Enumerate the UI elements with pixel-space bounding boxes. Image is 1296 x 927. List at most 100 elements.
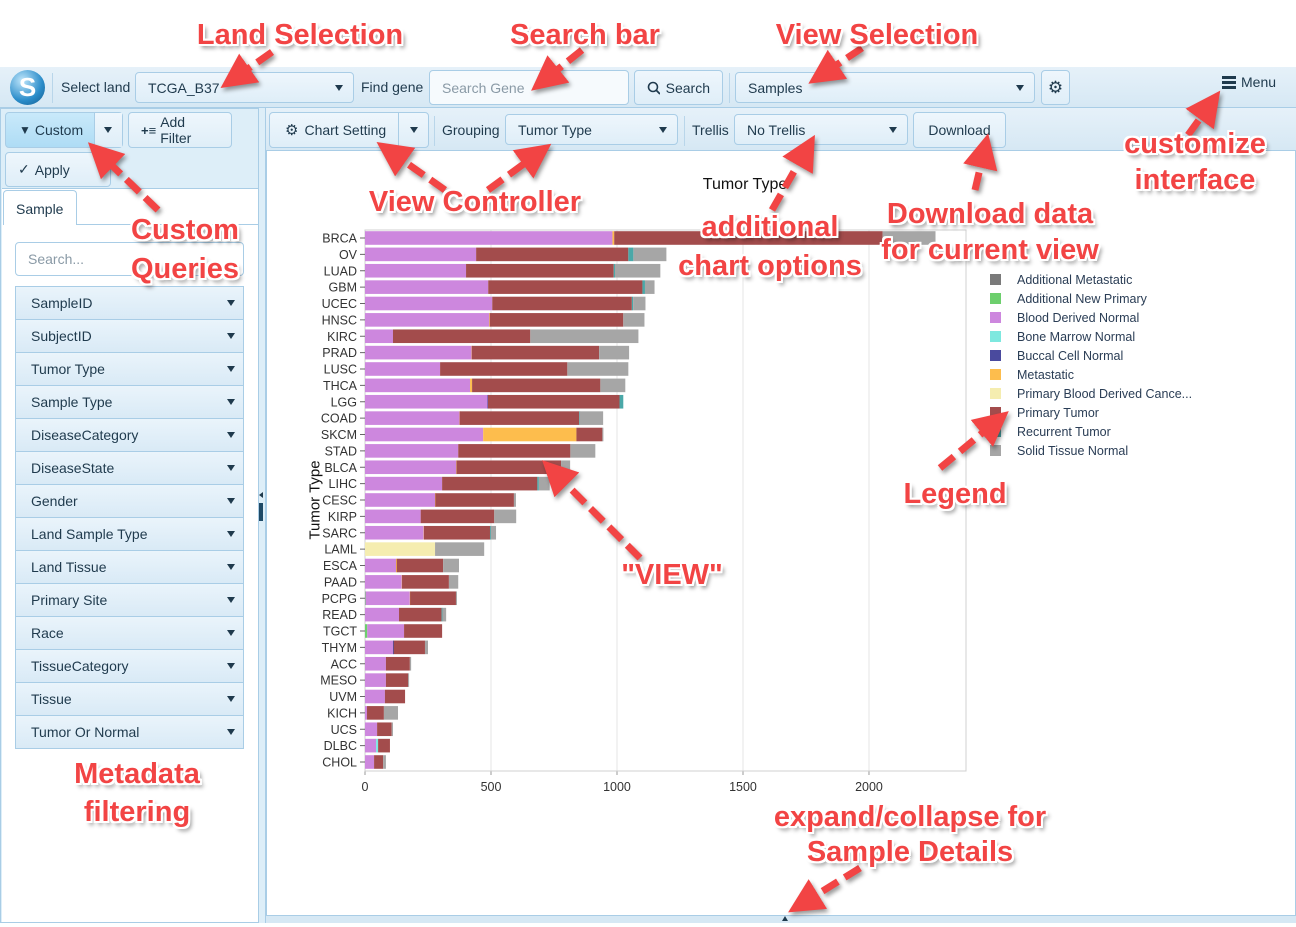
bar-segment[interactable] (402, 575, 449, 589)
filter-item[interactable]: DiseaseCategory (15, 418, 244, 452)
bar-segment[interactable] (435, 493, 514, 507)
bar-segment[interactable] (408, 673, 410, 687)
bar-segment[interactable] (365, 738, 377, 753)
bar-segment[interactable] (644, 280, 655, 294)
bar-segment[interactable] (458, 444, 571, 458)
bar-segment[interactable] (365, 476, 443, 491)
bar-segment[interactable] (365, 624, 368, 638)
bar-segment[interactable] (423, 525, 490, 540)
gene-search-input[interactable]: Search Gene (429, 70, 629, 105)
bar-segment[interactable] (365, 345, 472, 360)
view-settings-button[interactable]: ⚙ (1041, 70, 1070, 105)
bar-segment[interactable] (409, 656, 412, 671)
bar-segment[interactable] (365, 689, 385, 704)
bar-segment[interactable] (489, 313, 624, 327)
bar-segment[interactable] (476, 247, 629, 262)
bar-segment[interactable] (487, 394, 489, 409)
custom-dropdown-toggle[interactable] (95, 113, 122, 147)
bar-segment[interactable] (365, 263, 467, 278)
custom-query-button[interactable]: ▼ Custom (5, 112, 123, 148)
chart-setting-dropdown[interactable] (399, 113, 428, 147)
bar-segment[interactable] (365, 362, 441, 376)
bar-segment[interactable] (365, 722, 378, 737)
splitter-handle[interactable] (259, 503, 263, 521)
bar-segment[interactable] (378, 738, 390, 753)
app-logo[interactable]: S (10, 70, 45, 105)
bar-segment[interactable] (612, 231, 615, 245)
bar-segment[interactable] (441, 607, 443, 622)
bar-segment[interactable] (410, 591, 456, 606)
bar-segment[interactable] (404, 624, 443, 638)
bar-segment[interactable] (365, 656, 386, 671)
bar-segment[interactable] (472, 378, 601, 393)
bar-segment[interactable] (642, 280, 645, 294)
bar-segment[interactable] (396, 558, 444, 573)
bar-segment[interactable] (424, 640, 428, 655)
bar-segment[interactable] (602, 427, 604, 442)
bar-segment[interactable] (383, 755, 386, 769)
search-button[interactable]: Search (634, 70, 723, 105)
bar-segment[interactable] (365, 313, 490, 327)
bar-segment[interactable] (443, 558, 459, 573)
bar-segment[interactable] (882, 231, 936, 245)
bar-segment[interactable] (442, 607, 447, 622)
legend-item[interactable]: Additional New Primary (990, 289, 1192, 308)
filter-item[interactable]: DiseaseState (15, 451, 244, 485)
bar-segment[interactable] (365, 525, 424, 540)
bar-segment[interactable] (365, 444, 459, 458)
legend-item[interactable]: Buccal Cell Normal (990, 346, 1192, 365)
filter-item[interactable]: Land Sample Type (15, 517, 244, 551)
bar-segment[interactable] (440, 362, 568, 376)
bar-segment[interactable] (466, 263, 614, 278)
bar-segment[interactable] (442, 476, 538, 491)
sample-details-toggle-bar[interactable] (266, 915, 1296, 923)
bar-segment[interactable] (579, 411, 604, 425)
bar-segment[interactable] (599, 345, 630, 360)
bar-segment[interactable] (537, 476, 539, 491)
grouping-select[interactable]: Tumor Type (505, 114, 678, 145)
bar-segment[interactable] (365, 591, 366, 606)
bar-segment[interactable] (470, 378, 473, 393)
bar-segment[interactable] (365, 411, 460, 425)
bar-segment[interactable] (492, 296, 632, 311)
bar-segment[interactable] (377, 722, 392, 737)
bar-segment[interactable] (365, 558, 396, 573)
tab-sample[interactable]: Sample (3, 190, 77, 225)
bar-segment[interactable] (392, 640, 394, 655)
bar-segment[interactable] (490, 525, 497, 540)
bar-segment[interactable] (561, 460, 571, 475)
bar-segment[interactable] (420, 509, 495, 524)
bar-segment[interactable] (367, 706, 384, 720)
bar-segment[interactable] (600, 378, 626, 393)
bar-segment[interactable] (365, 493, 436, 507)
bar-segment[interactable] (471, 345, 600, 360)
bar-segment[interactable] (392, 329, 531, 344)
chart-setting-main[interactable]: ⚙ Chart Setting (270, 113, 400, 147)
bar-segment[interactable] (614, 263, 661, 278)
bar-segment[interactable] (614, 231, 883, 245)
bar-segment[interactable] (613, 263, 615, 278)
filter-item[interactable]: Tumor Or Normal (15, 715, 244, 749)
bar-segment[interactable] (456, 460, 562, 475)
legend-item[interactable]: Recurrent Tumor (990, 422, 1192, 441)
trellis-select[interactable]: No Trellis (734, 114, 908, 145)
bar-segment[interactable] (576, 427, 603, 442)
bar-segment[interactable] (489, 525, 491, 540)
bar-segment[interactable] (374, 755, 384, 769)
bar-segment[interactable] (367, 624, 405, 638)
bar-segment[interactable] (619, 394, 624, 409)
bar-segment[interactable] (489, 313, 491, 327)
legend-item[interactable]: Additional Metastatic (990, 270, 1192, 289)
bar-segment[interactable] (385, 673, 409, 687)
bar-segment[interactable] (579, 411, 581, 425)
bar-segment[interactable] (365, 329, 393, 344)
bar-segment[interactable] (365, 706, 368, 720)
bar-segment[interactable] (393, 640, 425, 655)
bar-segment[interactable] (631, 296, 634, 311)
add-filter-button[interactable]: +≡ Add Filter (128, 112, 232, 148)
bar-segment[interactable] (567, 362, 629, 376)
bar-segment[interactable] (365, 673, 386, 687)
bar-segment[interactable] (365, 591, 410, 606)
view-select[interactable]: Samples (735, 72, 1035, 103)
bar-segment[interactable] (487, 394, 620, 409)
